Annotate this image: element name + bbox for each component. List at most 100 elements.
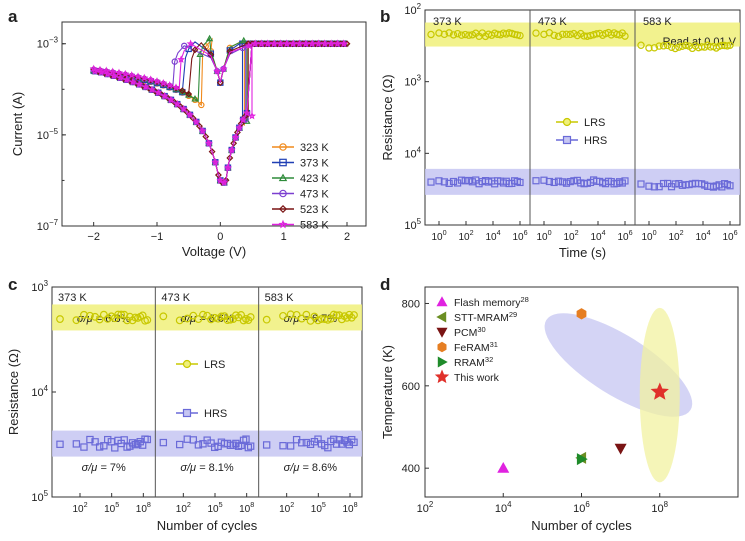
lrs-point (659, 42, 668, 50)
tick-exponent: 5 (322, 500, 326, 509)
lrs-point (183, 314, 192, 323)
tick-base: 10 (136, 504, 148, 515)
hrs-point (461, 177, 469, 185)
tick-exponent: 5 (44, 489, 49, 498)
legend-marker (279, 158, 287, 167)
iv-point (154, 88, 163, 97)
iv-point (91, 67, 99, 75)
x-tick-label: −1 (151, 231, 164, 243)
tick-base: 10 (176, 504, 188, 515)
x-tick-label: 106 (617, 228, 632, 243)
iv-point (122, 75, 131, 84)
x-tick-label: −2 (87, 231, 100, 243)
x-tick-label: 1 (281, 231, 287, 243)
lrs-point (292, 310, 301, 319)
lrs-point (86, 311, 94, 320)
lrs-point (566, 30, 574, 39)
lrs-point (217, 312, 226, 321)
x-tick-label: 105 (207, 500, 222, 515)
iv-point (141, 82, 150, 91)
legend-marker (562, 135, 572, 145)
sigma-value: 8.1% (209, 462, 234, 474)
lrs-point (468, 31, 477, 39)
tick-base: 10 (722, 232, 734, 243)
section-label: 373 K (58, 292, 87, 304)
tick-exponent: −3 (49, 36, 59, 45)
hrs-point (279, 442, 287, 450)
panel-letter-d: d (380, 275, 390, 294)
tick-exponent: −7 (49, 218, 58, 227)
iv-point (251, 39, 260, 48)
lrs-point (262, 315, 271, 324)
hrs-point (302, 438, 311, 447)
tick-base: 10 (239, 504, 251, 515)
tick-base: 10 (37, 221, 49, 233)
hrs-point (189, 436, 197, 444)
iv-point (207, 51, 215, 59)
legend-label: HRS (204, 408, 227, 420)
iv-point (333, 39, 342, 48)
legend-name: Flash memory (454, 297, 521, 309)
iv-point (152, 77, 162, 85)
x-tick-label: 100 (536, 228, 551, 243)
y-tick-label: 105 (31, 489, 48, 504)
iv-point (240, 36, 248, 44)
hrs-point (134, 439, 142, 448)
lrs-point (718, 41, 726, 50)
x-tick-label: 104 (590, 228, 605, 243)
tick-exponent: 0 (443, 228, 447, 237)
hrs-point (95, 443, 104, 451)
y-axis-label: Resistance (Ω) (6, 349, 21, 435)
lrs-point (297, 314, 306, 323)
sigma-value: 7% (110, 462, 126, 474)
lrs-point (550, 31, 558, 39)
legend-label: 523 K (300, 204, 329, 216)
iv-point (301, 39, 310, 48)
legend-name: RRAM (454, 357, 485, 369)
iv-point (247, 111, 257, 120)
tick-base: 10 (279, 504, 291, 515)
legend-label: FeRAM31 (454, 340, 498, 354)
panel-letter-c: c (8, 275, 17, 294)
iv-point (195, 122, 203, 130)
tick-exponent: 2 (417, 2, 421, 11)
x-tick-label: 102 (563, 228, 578, 243)
section-label: 583 K (643, 16, 672, 28)
legend-label: 583 K (300, 220, 329, 232)
tick-base: 10 (37, 130, 49, 142)
iv-point (196, 50, 204, 58)
tick-exponent: 6 (585, 500, 590, 509)
legend-label: PCM30 (454, 325, 486, 339)
y-tick-label: 10−3 (37, 36, 59, 51)
iv-point (127, 71, 136, 79)
iv-point (198, 101, 205, 109)
tick-exponent: 0 (548, 228, 552, 237)
iv-point (198, 126, 207, 135)
hrs-point (440, 178, 448, 186)
iv-point (103, 69, 112, 78)
legend-label: HRS (584, 135, 607, 147)
iv-point (159, 79, 168, 87)
lrs-point (457, 31, 466, 39)
legend-marker (562, 117, 572, 127)
hrs-point (532, 177, 540, 185)
hrs-point (457, 176, 466, 184)
hrs-point (350, 438, 358, 446)
legend-label: 423 K (300, 173, 329, 185)
tick-base: 10 (342, 504, 354, 515)
lrs-point (194, 315, 203, 324)
lrs-point (720, 41, 729, 50)
y-tick-label: 103 (31, 279, 48, 294)
lrs-point (440, 30, 449, 39)
legend-label: 323 K (300, 142, 329, 154)
tick-base: 10 (404, 220, 416, 232)
iv-point (239, 115, 248, 124)
iv-point (205, 139, 213, 147)
section-label: 373 K (433, 16, 462, 28)
iv-point (108, 67, 117, 76)
hrs-point (559, 178, 567, 186)
legend-label: This work (454, 372, 500, 384)
hrs-point (659, 179, 668, 188)
lrs-point (332, 311, 341, 320)
x-tick-label: 102 (176, 500, 191, 515)
